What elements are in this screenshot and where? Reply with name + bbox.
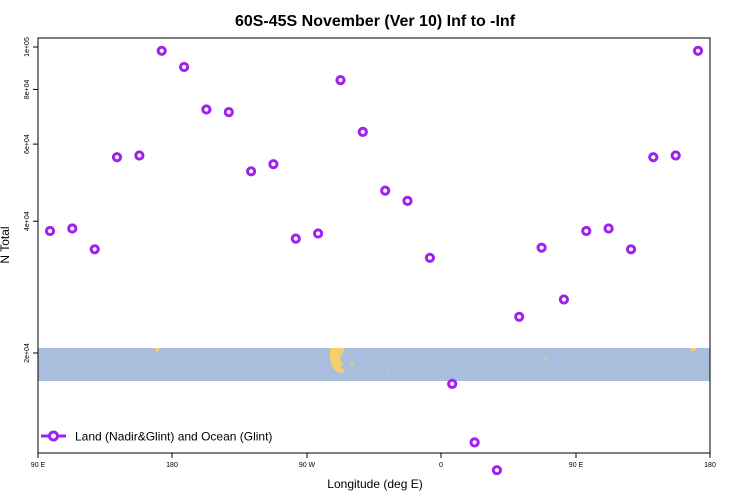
x-tick-label: 90 E — [31, 462, 46, 469]
data-point — [313, 228, 324, 239]
data-point — [514, 311, 525, 322]
y-tick-label: 4e+04 — [24, 211, 31, 231]
y-tick-label: 8e+04 — [24, 79, 31, 99]
legend-label: Land (Nadir&Glint) and Ocean (Glint) — [75, 430, 272, 444]
data-point — [581, 225, 592, 237]
data-point — [111, 152, 123, 163]
data-point — [89, 244, 100, 255]
data-point — [469, 437, 480, 448]
chart-title: 60S-45S November (Ver 10) Inf to -Inf — [235, 13, 516, 30]
data-point — [536, 242, 547, 253]
land-fleck-2 — [544, 356, 548, 360]
x-axis: 90 E 180 90 W 0 90 E 180 — [31, 453, 716, 469]
data-point — [625, 244, 637, 255]
falkland-islands — [350, 361, 354, 365]
ocean-band — [38, 348, 710, 381]
data-point — [380, 185, 391, 196]
data-point — [692, 45, 704, 56]
y-tick-label: 6e+04 — [24, 134, 31, 154]
data-point — [67, 223, 78, 234]
data-point — [179, 61, 190, 73]
legend-marker — [48, 430, 59, 442]
land-fleck-3 — [154, 348, 160, 352]
data-point — [491, 465, 502, 476]
y-axis: 2e+04 4e+04 6e+04 8e+04 1e+05 — [24, 37, 38, 363]
x-tick-label: 0 — [439, 462, 443, 469]
land-fleck-4 — [690, 348, 697, 352]
south-america-tip — [330, 348, 345, 373]
x-tick-label: 180 — [166, 462, 178, 469]
data-point — [246, 166, 257, 177]
x-tick-label: 90 E — [569, 462, 584, 469]
data-point — [357, 126, 368, 137]
data-point — [603, 223, 614, 234]
data-point — [424, 252, 435, 263]
data-point — [648, 152, 659, 163]
y-axis-label: N Total — [0, 226, 12, 263]
background-map — [38, 348, 710, 381]
plot-frame — [37, 37, 711, 454]
x-tick-label: 180 — [704, 462, 716, 469]
data-point — [402, 195, 413, 206]
data-point — [447, 378, 458, 389]
y-tick-label: 2e+04 — [24, 343, 31, 363]
data-point — [44, 225, 56, 237]
y-tick-label: 1e+05 — [24, 37, 31, 57]
data-points — [44, 45, 704, 476]
land-fleck-1 — [386, 369, 388, 371]
data-point — [223, 107, 234, 118]
data-point — [670, 150, 681, 161]
data-point — [268, 159, 279, 170]
legend: Land (Nadir&Glint) and Ocean (Glint) — [41, 430, 272, 444]
data-point — [201, 104, 212, 115]
data-point — [335, 75, 346, 86]
data-point — [156, 45, 167, 56]
x-axis-label: Longitude (deg E) — [327, 477, 422, 491]
x-tick-label: 90 W — [299, 462, 316, 469]
data-point — [558, 294, 570, 305]
data-point — [134, 150, 145, 161]
data-point — [290, 233, 301, 244]
